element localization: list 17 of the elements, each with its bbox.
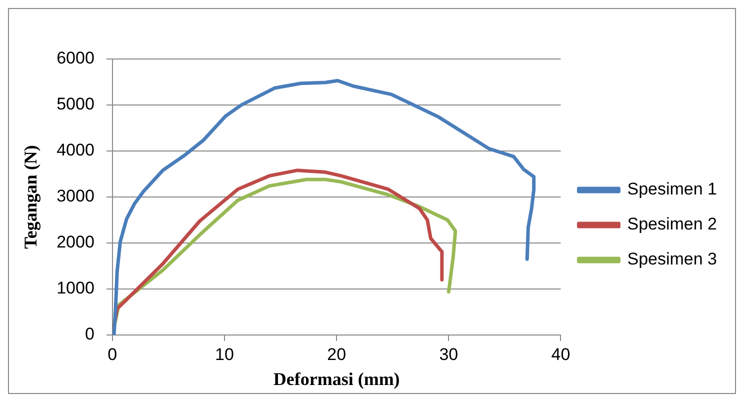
y-axis-title: Tegangan (N) <box>20 145 40 249</box>
x-tick-label: 10 <box>215 344 234 364</box>
legend-label: Spesimen 3 <box>627 250 718 269</box>
x-tick-label: 20 <box>327 344 346 364</box>
y-tick-label: 5000 <box>56 94 94 114</box>
x-tick-label: 0 <box>108 344 118 364</box>
y-tick-label: 3000 <box>56 186 94 206</box>
y-tick-label: 2000 <box>56 232 94 252</box>
x-tick-label: 40 <box>551 344 570 364</box>
legend-label: Spesimen 2 <box>627 214 718 234</box>
x-axis-title: Deformasi (mm) <box>273 368 400 389</box>
legend-label: Spesimen 1 <box>627 180 718 199</box>
y-tick-label: 6000 <box>56 48 94 68</box>
x-tick-label: 30 <box>439 344 458 364</box>
y-tick-label: 0 <box>84 324 94 344</box>
y-tick-label: 4000 <box>56 140 94 160</box>
y-tick-label: 1000 <box>56 278 94 298</box>
